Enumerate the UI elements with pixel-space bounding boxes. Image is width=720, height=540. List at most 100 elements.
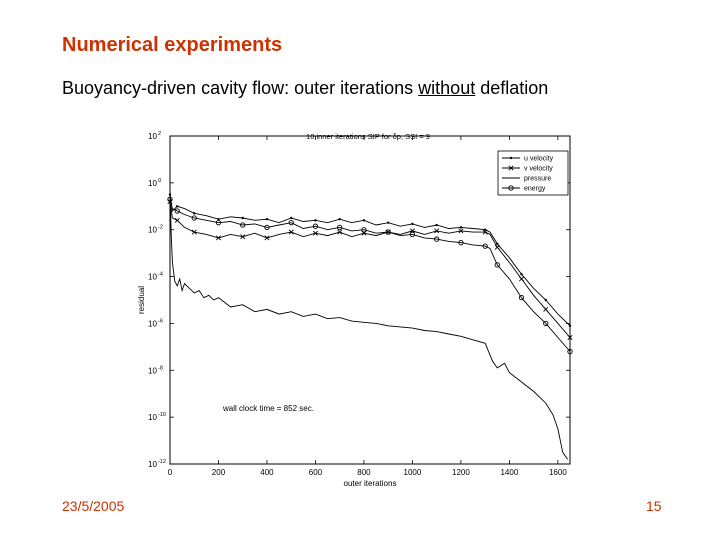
marker-energy (494, 262, 500, 268)
marker-energy (434, 236, 440, 242)
marker-energy (543, 320, 549, 327)
marker-energy (337, 224, 343, 231)
legend-label-pressure: pressure (524, 176, 551, 183)
x-tick-label: 1600 (549, 468, 567, 477)
y-axis-label: residual (137, 286, 146, 314)
marker-energy (174, 208, 180, 214)
marker-u-velocity (193, 212, 196, 215)
marker-u-velocity (176, 205, 179, 208)
marker-v-velocity (337, 229, 343, 235)
marker-energy (385, 229, 391, 235)
marker-v-velocity-stroke-b (240, 234, 246, 240)
y-tick-label-exponent: 2 (158, 131, 161, 137)
y-tick-label-exponent: -4 (158, 272, 163, 278)
marker-v-velocity-stroke-b (337, 229, 343, 235)
marker-energy (482, 243, 488, 249)
legend-marker-v-velocity-stroke-b (508, 165, 514, 171)
x-tick-label: 200 (212, 468, 226, 477)
marker-v-velocity (174, 217, 180, 223)
marker-energy (409, 231, 416, 238)
legend-entry-v-velocity: v velocity (502, 165, 553, 173)
marker-u-velocity (241, 216, 244, 220)
legend-label-u-velocity: u velocity (524, 156, 554, 163)
marker-v-velocity-stroke-b (174, 217, 180, 223)
marker-v-velocity (494, 244, 500, 250)
y-tick-label-exponent: 0 (158, 178, 161, 184)
marker-v-velocity (518, 276, 525, 282)
x-tick-label: 800 (357, 468, 371, 477)
marker-v-velocity-stroke-b (567, 334, 573, 341)
marker-u-velocity (338, 217, 341, 221)
marker-v-velocity (312, 230, 318, 236)
y-tick-label: 10 (148, 460, 157, 469)
x-tick-label: 1400 (500, 468, 518, 477)
marker-energy (458, 239, 464, 246)
footer-page-number: 15 (646, 498, 662, 514)
marker-v-velocity (543, 306, 549, 312)
y-tick-label: 10 (148, 366, 157, 375)
marker-energy (167, 196, 173, 202)
slide-subtitle: Buoyancy-driven cavity flow: outer itera… (62, 78, 548, 99)
marker-energy (264, 224, 270, 231)
y-tick-label-exponent: -2 (158, 225, 163, 231)
marker-u-velocity (265, 217, 269, 221)
x-tick-label: 600 (309, 468, 323, 477)
marker-v-velocity-stroke-b (518, 276, 525, 282)
footer-date: 23/5/2005 (62, 498, 125, 514)
marker-v-velocity (215, 235, 222, 241)
marker-u-velocity (520, 273, 523, 276)
marker-v-velocity-stroke-b (215, 235, 222, 241)
marker-v-velocity-stroke-b (482, 229, 488, 235)
marker-u-velocity (290, 216, 293, 220)
marker-v-velocity (264, 235, 270, 241)
marker-v-velocity-stroke-b (312, 230, 318, 236)
marker-v-velocity (288, 229, 294, 235)
y-tick-label: 10 (148, 413, 157, 422)
x-tick-label: 400 (260, 468, 274, 477)
marker-energy (288, 220, 294, 226)
subtitle-part-1: Buoyancy-driven cavity flow: outer itera… (62, 78, 419, 98)
wall-clock-annotation: wall clock time = 852 sec. (222, 404, 314, 413)
y-tick-label: 10 (148, 273, 157, 282)
marker-u-velocity (459, 226, 463, 229)
y-tick-label-exponent: -6 (158, 318, 163, 324)
marker-v-velocity (567, 334, 573, 341)
marker-v-velocity (240, 234, 246, 240)
marker-v-velocity (434, 228, 440, 234)
x-tick-label: 1200 (452, 468, 470, 477)
plot-frame (169, 135, 571, 465)
legend-marker-v-velocity (508, 165, 514, 171)
chart-title: 10 inner iterations SIP for δp, SSI = 9 (306, 132, 430, 141)
series-layer (167, 187, 573, 460)
marker-u-velocity (362, 219, 366, 222)
marker-u-velocity (483, 228, 487, 231)
legend-marker-u-velocity (509, 156, 513, 160)
marker-v-velocity-stroke-b (458, 228, 464, 234)
marker-energy (312, 223, 319, 229)
marker-u-velocity (411, 222, 414, 226)
legend-entry-pressure: pressure (502, 176, 551, 183)
series-pressure (169, 187, 568, 460)
marker-u-velocity (435, 223, 438, 227)
y-tick-label: 10 (148, 179, 157, 188)
marker-energy (518, 295, 525, 301)
marker-energy (240, 222, 246, 228)
marker-u-velocity (314, 219, 317, 222)
legend-marker-energy (508, 185, 514, 191)
marker-energy (361, 227, 367, 233)
legend-entry-u-velocity: u velocity (502, 156, 554, 163)
y-tick-label-exponent: -8 (158, 365, 163, 371)
x-tick-label: 0 (168, 468, 173, 477)
y-tick-label-exponent: -10 (158, 412, 166, 418)
y-tick-label: 10 (148, 226, 157, 235)
marker-v-velocity (482, 229, 488, 235)
marker-u-velocity (568, 324, 572, 327)
subtitle-underlined-word: without (418, 78, 476, 98)
y-tick-label: 10 (148, 132, 157, 141)
y-tick-label-exponent: -12 (158, 459, 166, 465)
subtitle-part-2: deflation (475, 78, 549, 98)
y-tick-label: 10 (148, 319, 157, 328)
marker-u-velocity (496, 242, 499, 245)
marker-v-velocity-stroke-b (434, 228, 440, 234)
